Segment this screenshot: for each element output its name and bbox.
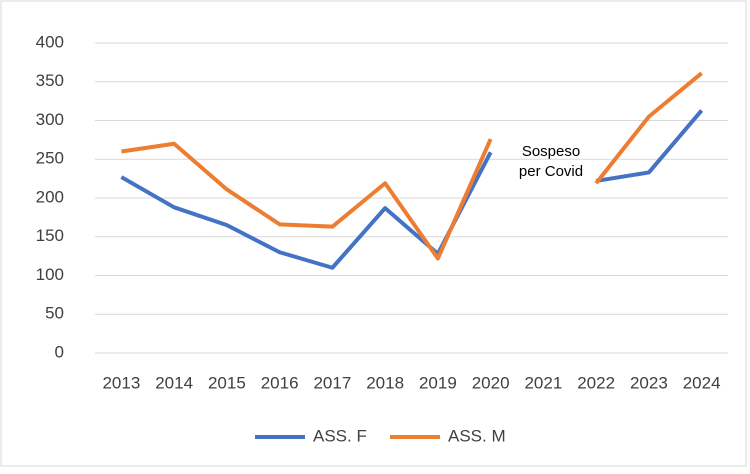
y-tick-label: 250 [36, 149, 64, 168]
x-tick-label: 2014 [155, 373, 193, 392]
x-tick-label: 2024 [683, 373, 721, 392]
y-tick-label: 400 [36, 32, 64, 51]
y-tick-label: 300 [36, 110, 64, 129]
x-tick-label: 2023 [630, 373, 668, 392]
x-tick-label: 2017 [313, 373, 351, 392]
x-tick-label: 2015 [208, 373, 246, 392]
annotation: per Covid [519, 163, 583, 180]
y-tick-label: 100 [36, 265, 64, 284]
y-tick-label: 200 [36, 187, 64, 206]
series-line [121, 71, 703, 261]
x-tick-label: 2021 [524, 373, 562, 392]
x-tick-label: 2016 [261, 373, 299, 392]
x-tick-label: 2019 [419, 373, 457, 392]
annotation: Sospeso [522, 143, 580, 160]
legend-label: ASS. M [448, 426, 506, 445]
y-tick-label: 0 [55, 342, 64, 361]
x-tick-label: 2022 [577, 373, 615, 392]
x-tick-label: 2018 [366, 373, 404, 392]
y-tick-label: 50 [45, 304, 64, 323]
x-tick-label: 2013 [102, 373, 140, 392]
y-tick-label: 350 [36, 71, 64, 90]
x-tick-label: 2020 [472, 373, 510, 392]
y-tick-label: 150 [36, 226, 64, 245]
legend-label: ASS. F [313, 426, 367, 445]
